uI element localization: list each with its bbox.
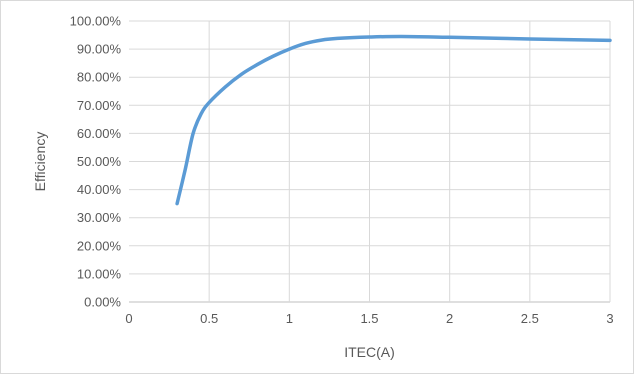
y-tick-label: 90.00% (77, 42, 122, 57)
efficiency-series-line (175, 34, 612, 206)
x-tick-label: 3 (606, 311, 613, 326)
y-tick-label: 0.00% (84, 295, 121, 310)
x-tick-label: 2.5 (521, 311, 539, 326)
y-tick-labels: 0.00% 10.00% 20.00% 30.00% 40.00% 50.00% 60.00… (70, 14, 122, 310)
y-tick-label: 70.00% (77, 98, 122, 113)
gridlines (129, 20, 611, 303)
y-tick-label: 40.00% (77, 182, 122, 197)
y-tick-label: 60.00% (77, 126, 122, 141)
x-tick-label: 0 (125, 311, 132, 326)
y-axis-title: Efficiency (32, 132, 48, 192)
y-tick-label: 20.00% (77, 238, 122, 253)
y-tick-label: 100.00% (70, 14, 122, 29)
x-tick-label: 2 (446, 311, 453, 326)
y-tick-label: 50.00% (77, 154, 122, 169)
x-tick-labels: 0 0.5 1 1.5 2 2.5 3 (125, 311, 613, 326)
y-tick-label: 10.00% (77, 266, 122, 281)
y-tick-label: 30.00% (77, 210, 122, 225)
x-tick-label: 1.5 (360, 311, 378, 326)
series-layer (175, 34, 612, 206)
x-axis-title: ITEC(A) (344, 344, 395, 360)
y-tick-label: 80.00% (77, 70, 122, 85)
x-tick-label: 1 (286, 311, 293, 326)
x-tick-label: 0.5 (200, 311, 218, 326)
